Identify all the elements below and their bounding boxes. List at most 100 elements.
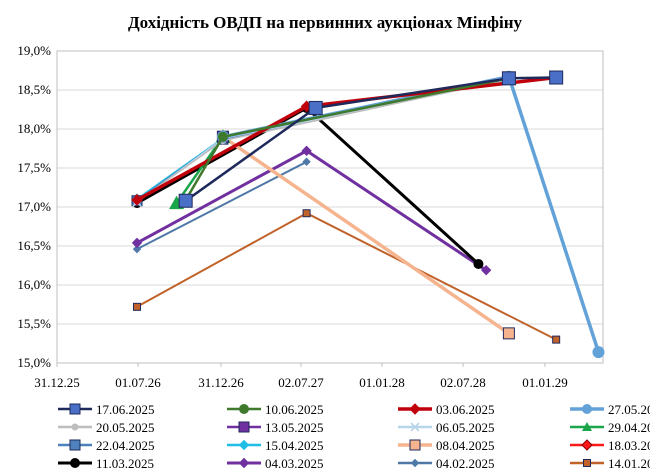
legend-label: 04.03.2025 — [265, 456, 324, 471]
x-tick-label: 02.07.27 — [278, 375, 324, 390]
data-point — [549, 70, 564, 85]
legend-swatch-marker — [70, 458, 80, 468]
legend-item: 14.01.2025 — [570, 456, 650, 471]
data-point — [301, 145, 312, 157]
series-04.03.2025 — [131, 145, 492, 276]
legend-label: 08.04.2025 — [436, 438, 495, 453]
data-point — [178, 193, 193, 208]
legend-swatch-marker — [69, 439, 81, 451]
series-line — [184, 77, 510, 201]
legend-label: 29.04.2025 — [608, 420, 650, 435]
data-point — [473, 258, 484, 269]
data-point — [302, 157, 311, 166]
y-tick-label: 17,0% — [17, 199, 51, 214]
series-20.05.2025 — [133, 75, 513, 206]
legend-swatch-marker — [410, 458, 420, 468]
y-tick-label: 19,0% — [17, 43, 51, 58]
x-tick-label: 31.12.26 — [198, 375, 244, 390]
legend-item: 27.05.2025 — [570, 402, 650, 417]
legend-item: 11.03.2025 — [58, 456, 154, 471]
data-point — [133, 302, 142, 311]
legend-swatch-marker — [409, 439, 421, 451]
legend-swatch-marker — [238, 439, 250, 451]
series-layer — [131, 70, 605, 359]
series-17.06.2025 — [178, 70, 564, 208]
x-tick-label: 01.07.26 — [115, 375, 161, 390]
data-point — [308, 100, 323, 115]
legend-swatch-marker — [69, 403, 81, 415]
legend-swatch-marker — [238, 421, 250, 433]
legend-item: 17.06.2025 — [58, 402, 155, 417]
legend-label: 06.05.2025 — [436, 420, 495, 435]
legend-item: 04.03.2025 — [227, 456, 324, 471]
legend-label: 15.04.2025 — [265, 438, 324, 453]
data-point — [131, 194, 143, 206]
legend-swatch-marker — [582, 422, 592, 431]
legend-label: 22.04.2025 — [96, 438, 155, 453]
legend-swatch-marker — [582, 404, 592, 414]
series-line — [136, 78, 510, 203]
legend-swatch-marker — [71, 423, 79, 431]
legend-item: 13.05.2025 — [227, 420, 324, 435]
legend-item: 03.06.2025 — [398, 402, 495, 417]
x-tick-label: 01.01.29 — [522, 375, 568, 390]
series-11.03.2025 — [132, 102, 484, 269]
data-point — [502, 327, 515, 340]
legend-label: 27.05.2025 — [608, 402, 650, 417]
x-tick-label: 01.01.28 — [359, 375, 405, 390]
legend-swatch-marker — [238, 457, 250, 469]
legend-item: 04.02.2025 — [398, 456, 495, 471]
data-point — [217, 131, 228, 142]
legend-item: 15.04.2025 — [227, 438, 324, 453]
legend-label: 13.05.2025 — [265, 420, 324, 435]
series-line — [184, 76, 557, 202]
legend-label: 18.03.2025 — [608, 438, 650, 453]
y-tick-label: 16,0% — [17, 277, 51, 292]
y-tick-label: 17,5% — [17, 160, 51, 175]
data-point — [501, 71, 516, 86]
legend-item: 18.03.2025 — [570, 438, 650, 453]
y-tick-label: 15,0% — [17, 355, 51, 370]
legend-label: 20.05.2025 — [96, 420, 155, 435]
legend-item: 29.04.2025 — [570, 420, 650, 435]
legend-swatch-marker — [581, 439, 593, 451]
series-03.06.2025 — [131, 71, 562, 206]
chart-title: Дохідність ОВДП на первинних аукціонах М… — [128, 13, 523, 32]
legend-label: 17.06.2025 — [96, 402, 155, 417]
legend-label: 10.06.2025 — [265, 402, 324, 417]
data-point — [552, 335, 561, 344]
series-line — [136, 79, 510, 203]
legend-item: 06.05.2025 — [398, 420, 495, 435]
plot-area — [56, 50, 604, 364]
series-14.01.2025 — [133, 209, 561, 344]
legend-item: 20.05.2025 — [58, 420, 155, 435]
legend-label: 11.03.2025 — [96, 456, 154, 471]
series-line — [136, 149, 488, 272]
x-tick-label: 02.07.28 — [440, 375, 486, 390]
data-point — [592, 346, 605, 359]
series-04.02.2025 — [132, 157, 311, 254]
legend-label: 03.06.2025 — [436, 402, 495, 417]
series-line — [222, 74, 601, 353]
legend-item: 10.06.2025 — [227, 402, 324, 417]
legend-label: 14.01.2025 — [608, 456, 650, 471]
x-axis-ticks: 31.12.25 01.07.26 31.12.26 02.07.27 01.01.28… — [34, 363, 568, 390]
data-point — [131, 237, 143, 249]
y-tick-label: 15,5% — [17, 316, 51, 331]
y-tick-label: 18,5% — [17, 82, 51, 97]
series-line — [221, 135, 510, 335]
series-27.05.2025 — [216, 70, 605, 359]
x-tick-label: 31.12.25 — [34, 375, 80, 390]
legend-swatch-marker — [410, 422, 420, 432]
data-point — [132, 244, 142, 254]
legend-item: 08.04.2025 — [398, 438, 495, 453]
series-line — [136, 75, 557, 202]
y-axis-ticks: 15,0% 15,5% 16,0% 16,5% 17,0% 17,5% 18,0% 18,5%… — [17, 43, 51, 370]
legend-swatch-marker — [583, 459, 591, 467]
legend-swatch-marker — [239, 404, 249, 414]
series-line — [136, 76, 510, 202]
legend: 17.06.2025 10.06.2025 03.06.2025 27.05.2025… — [58, 402, 650, 471]
legend-label: 04.02.2025 — [436, 456, 495, 471]
series-06.05.2025 — [132, 75, 514, 207]
